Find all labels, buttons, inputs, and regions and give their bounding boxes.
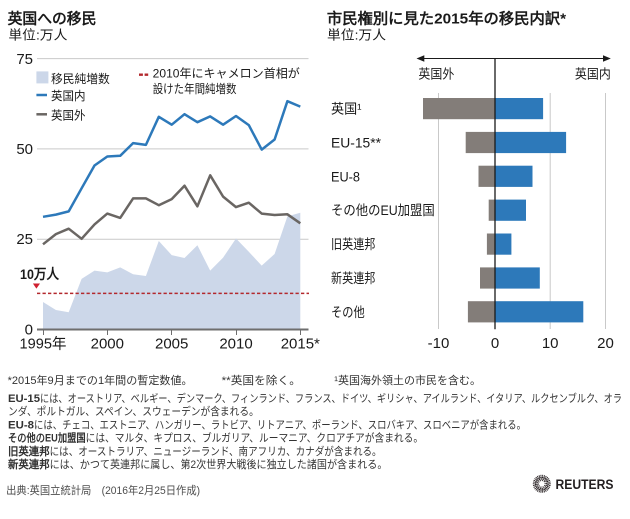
svg-text:EU-15: EU-15 bbox=[8, 393, 40, 405]
svg-text:単位:万人: 単位:万人 bbox=[8, 28, 67, 43]
svg-text:EU-8: EU-8 bbox=[8, 419, 34, 431]
svg-text:英国内: 英国内 bbox=[51, 89, 86, 103]
svg-text:2000: 2000 bbox=[91, 336, 124, 353]
svg-text:英国外: 英国外 bbox=[51, 109, 86, 123]
svg-text:市民権別に見た2015年の移民内訳*: 市民権別に見た2015年の移民内訳* bbox=[327, 10, 566, 28]
svg-text:2010: 2010 bbox=[219, 336, 252, 353]
svg-text:10: 10 bbox=[542, 335, 559, 352]
svg-text:には、マルタ、キプロス、ブルガリア、ルーマニア、クロアチアが: には、マルタ、キプロス、ブルガリア、ルーマニア、クロアチアが含まれる。 bbox=[86, 431, 424, 445]
svg-text:英国¹: 英国¹ bbox=[331, 101, 362, 117]
svg-text:REUTERS: REUTERS bbox=[556, 477, 614, 492]
svg-text:0: 0 bbox=[491, 335, 499, 352]
svg-text:1995年: 1995年 bbox=[20, 336, 67, 353]
svg-text:2010年にキャメロン首相が: 2010年にキャメロン首相が bbox=[153, 66, 300, 81]
svg-text:英国内: 英国内 bbox=[575, 67, 611, 82]
svg-text:2015*: 2015* bbox=[281, 336, 320, 353]
svg-text:には、オーストリア、ベルギー、デンマーク、フィンランド、フラ: には、オーストリア、ベルギー、デンマーク、フィンランド、フランス、ドイツ、ギリシ… bbox=[40, 391, 622, 405]
svg-text:その他のEU加盟国: その他のEU加盟国 bbox=[331, 203, 435, 218]
svg-text:2005: 2005 bbox=[155, 336, 188, 353]
svg-text:その他: その他 bbox=[331, 305, 365, 320]
svg-text:10万人: 10万人 bbox=[20, 266, 60, 282]
svg-text:には、チェコ、エストニア、ハンガリー、ラトビア、リトアニア、: には、チェコ、エストニア、ハンガリー、ラトビア、リトアニア、ポーランド、スロバキ… bbox=[34, 417, 526, 431]
svg-text:旧英連邦: 旧英連邦 bbox=[8, 444, 50, 458]
svg-text:その他のEU加盟国: その他のEU加盟国 bbox=[8, 431, 86, 445]
svg-text:**英国を除く。: **英国を除く。 bbox=[222, 373, 301, 387]
svg-text:出典:英国立統計局 (2016年2月25日作成): 出典:英国立統計局 (2016年2月25日作成) bbox=[6, 483, 200, 497]
svg-text:新英連邦: 新英連邦 bbox=[8, 457, 50, 471]
svg-text:新英連邦: 新英連邦 bbox=[331, 270, 375, 286]
svg-text:ンダ、ポルトガル、スペイン、スウェーデンが含まれる。: ンダ、ポルトガル、スペイン、スウェーデンが含まれる。 bbox=[8, 404, 259, 418]
svg-text:旧英連邦: 旧英連邦 bbox=[331, 236, 375, 252]
svg-text:単位:万人: 単位:万人 bbox=[327, 28, 386, 43]
svg-text:¹英国海外領土の市民を含む。: ¹英国海外領土の市民を含む。 bbox=[334, 373, 481, 387]
svg-text:には、かつて英連邦に属し、第2次世界大戦後に独立した諸国が含: には、かつて英連邦に属し、第2次世界大戦後に独立した諸国が含まれる。 bbox=[50, 457, 388, 471]
svg-text:移民純増数: 移民純増数 bbox=[51, 71, 110, 86]
svg-text:設けた年間純増数: 設けた年間純増数 bbox=[153, 81, 237, 96]
svg-text:には、オーストラリア、ニュージーランド、南アフリカ、カナダが: には、オーストラリア、ニュージーランド、南アフリカ、カナダが含まれる。 bbox=[50, 444, 382, 458]
svg-text:50: 50 bbox=[16, 141, 33, 158]
svg-text:EU-8: EU-8 bbox=[331, 169, 360, 184]
svg-text:*2015年9月までの1年間の暫定数値。: *2015年9月までの1年間の暫定数値。 bbox=[8, 373, 193, 387]
svg-text:英国への移民: 英国への移民 bbox=[8, 10, 97, 28]
svg-text:英国外: 英国外 bbox=[418, 67, 454, 82]
svg-text:EU-15**: EU-15** bbox=[331, 135, 382, 150]
svg-text:75: 75 bbox=[16, 51, 33, 68]
svg-text:20: 20 bbox=[597, 335, 614, 352]
svg-text:25: 25 bbox=[16, 231, 33, 248]
svg-text:-10: -10 bbox=[428, 335, 450, 352]
